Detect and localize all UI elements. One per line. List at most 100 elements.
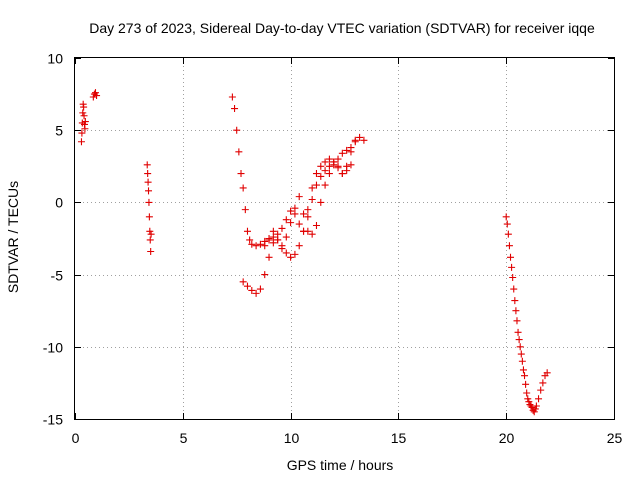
data-point (325, 170, 333, 178)
data-point (147, 247, 155, 255)
data-point (248, 240, 256, 248)
data-point (308, 230, 316, 238)
data-point (304, 206, 312, 214)
data-point (308, 184, 316, 192)
data-point (524, 395, 532, 403)
data-point (513, 317, 521, 325)
series-seg-6 (261, 138, 359, 253)
data-point (256, 240, 264, 248)
data-point (304, 213, 312, 221)
data-point (237, 170, 245, 178)
data-point (516, 343, 524, 351)
data-point (312, 181, 320, 189)
data-point (91, 89, 99, 97)
data-point (531, 405, 539, 413)
data-point (512, 307, 520, 315)
series-seg-4 (228, 93, 368, 261)
data-point (231, 105, 239, 113)
data-point (248, 286, 256, 294)
data-point (532, 402, 540, 410)
y-tick-label: 0 (55, 195, 63, 211)
data-point (338, 170, 346, 178)
y-tick-label: -10 (43, 340, 63, 356)
data-point (89, 93, 97, 101)
data-point (278, 245, 286, 253)
data-point (325, 155, 333, 163)
data-point (515, 336, 523, 344)
data-point (321, 181, 329, 189)
data-point (243, 282, 251, 290)
data-point (269, 227, 277, 235)
data-point (514, 328, 522, 336)
data-point (504, 230, 512, 238)
axis-ticks: 0 5 10 15 20 25 -15 -10 -5 0 5 10 (43, 51, 623, 447)
data-point (93, 92, 101, 100)
data-point (79, 109, 87, 117)
data-point (300, 210, 308, 218)
data-point (308, 196, 316, 204)
data-point (304, 227, 312, 235)
data-point (282, 216, 290, 224)
x-tick-label: 0 (72, 430, 80, 446)
data-point (530, 408, 538, 416)
y-tick-label: 5 (55, 123, 63, 139)
data-point (239, 278, 247, 286)
series-seg-2 (89, 89, 101, 101)
data-point (503, 220, 511, 228)
data-point (525, 398, 533, 406)
data-point (347, 144, 355, 152)
data-point (509, 273, 517, 281)
data-point (228, 93, 236, 101)
data-point (261, 271, 269, 279)
data-point (295, 242, 303, 250)
data-point (537, 386, 545, 394)
data-point (295, 193, 303, 201)
data-point (147, 230, 155, 238)
data-point (312, 170, 320, 178)
data-point (233, 126, 241, 134)
data-point (252, 242, 260, 250)
data-point (246, 236, 254, 244)
plot-frame (74, 57, 615, 420)
data-point (256, 285, 264, 293)
x-tick-label: 15 (391, 430, 407, 446)
data-point (317, 172, 325, 180)
data-point (518, 357, 526, 365)
data-point (145, 187, 153, 195)
data-point (334, 155, 342, 163)
data-point (287, 219, 295, 227)
data-point (523, 389, 531, 397)
data-point (282, 249, 290, 257)
data-point (269, 239, 277, 247)
data-point (291, 250, 299, 258)
data-point (146, 236, 154, 244)
data-point (144, 170, 152, 178)
y-tick-label: -5 (51, 268, 64, 284)
data-point (80, 103, 88, 111)
data-point (510, 285, 518, 293)
data-point (282, 233, 290, 241)
data-point (81, 125, 89, 133)
x-tick-label: 25 (607, 430, 623, 446)
data-point (356, 133, 364, 141)
y-tick-label: -15 (43, 412, 63, 428)
data-point (343, 146, 351, 154)
data-point (317, 162, 325, 170)
data-point (330, 161, 338, 169)
data-point (511, 297, 519, 305)
data-point (278, 224, 286, 232)
chart-title: Day 273 of 2023, Sidereal Day-to-day VTE… (89, 20, 595, 36)
data-point (80, 112, 88, 120)
data-point (507, 253, 515, 261)
series-seg-5 (239, 158, 355, 297)
data-point (343, 167, 351, 175)
data-point (261, 242, 269, 250)
data-point (505, 242, 513, 250)
data-point (321, 167, 329, 175)
data-point (252, 289, 260, 297)
x-tick-label: 5 (180, 430, 188, 446)
data-point (81, 118, 89, 126)
y-tick-label: 10 (47, 51, 63, 67)
data-point (517, 350, 525, 358)
